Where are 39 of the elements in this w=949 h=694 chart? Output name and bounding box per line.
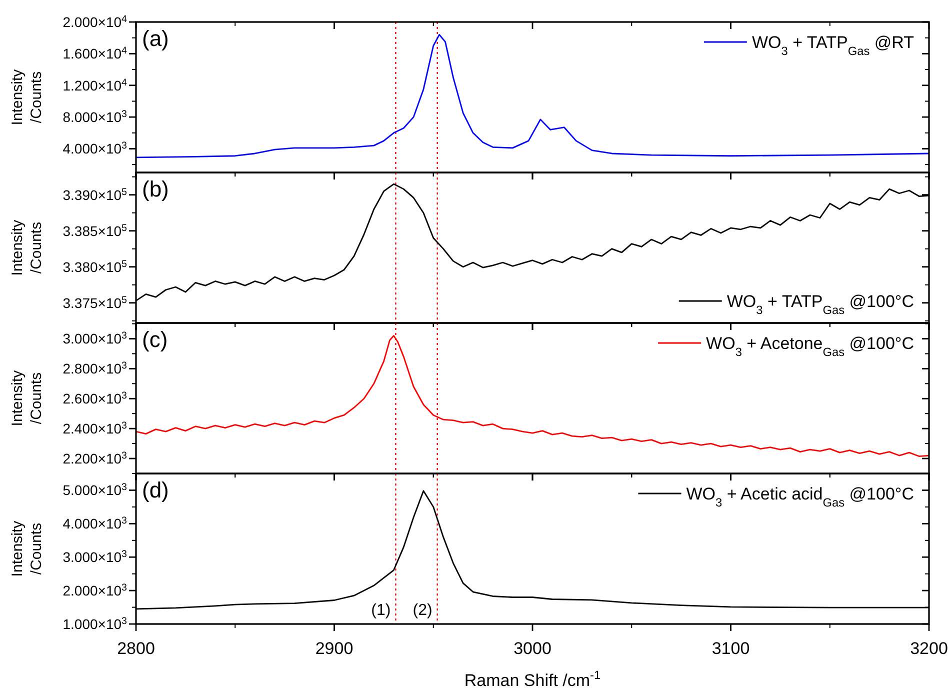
annotation: (c)	[142, 327, 168, 352]
y-tick-label: 4.000×10$^{3}$	[62, 140, 128, 157]
y-tick-label: 2.600×10$^{3}$	[62, 390, 128, 407]
x-tick-label: 3100	[712, 639, 750, 658]
legend-label: WO$_{3}$ + Acetone$_{Gas}$ @100°C	[706, 334, 914, 359]
annotation: (a)	[142, 26, 169, 51]
y-tick-label: 3.385×10$^{5}$	[62, 222, 128, 239]
y-tick-label: 1.200×10$^{4}$	[62, 76, 128, 94]
y-axis-title: Intensity /Counts	[9, 520, 45, 577]
x-tick-label: 3000	[514, 639, 552, 658]
y-tick-label: 1.600×10$^{4}$	[62, 45, 128, 62]
annotation: (2)	[412, 602, 432, 619]
y-tick-label: 1.000×10$^{3}$	[62, 616, 128, 632]
y-tick-label: 8.000×10$^{3}$	[62, 108, 128, 126]
y-tick-label: 2.200×10$^{3}$	[62, 450, 128, 467]
annotation: (1)	[371, 602, 391, 619]
legend-label: WO$_{3}$ + Acetic acid$_{Gas}$ @100°C	[686, 484, 914, 510]
annotation: (d)	[142, 478, 169, 502]
y-tick-label: 3.375×10$^{5}$	[62, 294, 128, 311]
x-tick-label: 2800	[117, 639, 155, 658]
y-axis-title: Intensity /Counts	[9, 370, 45, 426]
y-tick-label: 3.000×10$^{3}$	[62, 330, 128, 347]
x-tick-label: 2900	[315, 639, 354, 658]
legend-label: WO$_{3}$ + TATP$_{Gas}$ @100°C	[726, 292, 914, 317]
y-tick-label: 3.390×10$^{5}$	[62, 186, 128, 203]
y-tick-label: 4.000×10$^{3}$	[62, 515, 128, 532]
x-axis-title: Raman Shift /cm$^{-1}$	[464, 668, 601, 690]
annotation: (b)	[142, 176, 169, 202]
y-tick-label: 2.400×10$^{3}$	[62, 420, 128, 437]
legend-label: WO$_{3}$ + TATP$_{Gas}$ @RT	[752, 33, 914, 58]
y-tick-label: 3.380×10$^{5}$	[62, 258, 128, 275]
y-tick-label: 5.000×10$^{3}$	[62, 482, 128, 498]
y-tick-label: 2.000×10$^{3}$	[62, 582, 128, 599]
y-tick-label: 3.000×10$^{3}$	[62, 548, 128, 566]
x-tick-label: 3200	[910, 639, 948, 658]
y-axis-title: Intensity /Counts	[9, 68, 45, 126]
y-axis-title: Intensity /Counts	[9, 219, 45, 276]
y-tick-label: 2.800×10$^{3}$	[62, 360, 128, 377]
y-tick-label: 2.000×10$^{4}$	[62, 14, 128, 30]
